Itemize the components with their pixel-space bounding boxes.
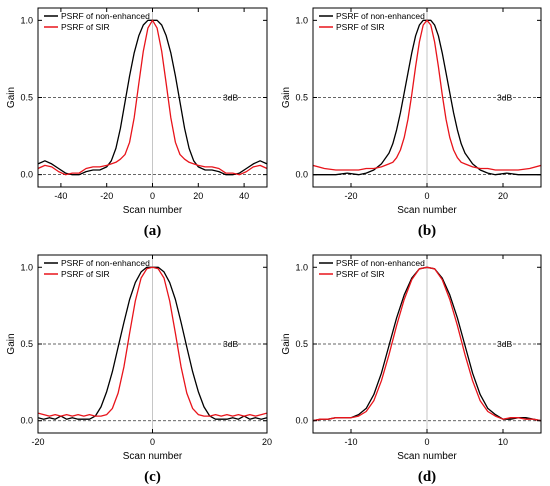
ref-3db-label: 3dB [223,339,238,349]
legend-label-non-enhanced: PSRF of non-enhanced [336,11,425,21]
legend-label-sir: PSRF of SIR [336,22,385,32]
y-tick-label: 1.0 [20,262,33,272]
ref-3db-label: 3dB [497,339,512,349]
ref-3db-label: 3dB [223,93,238,103]
panel-label: (c) [144,469,161,485]
x-axis-title: Scan number [123,205,183,216]
chart-panel-3: -20 0 20 0.0 0.5 1.0 Scan number Gain 3dB PSRF of… [6,254,272,485]
y-tick-label: 0.0 [295,416,308,426]
x-tick-label: 0 [150,437,155,447]
legend-label-sir: PSRF of SIR [61,22,110,32]
y-tick-label: 1.0 [20,15,33,25]
legend-label-sir: PSRF of SIR [336,269,385,279]
x-tick-label: -20 [344,191,357,201]
y-tick-label: 0.5 [295,93,308,103]
y-tick-label: 0.0 [20,170,33,180]
y-axis-title: Gain [281,333,292,354]
x-axis-title: Scan number [397,205,457,216]
y-axis-title: Gain [6,87,17,108]
y-tick-label: 1.0 [295,262,308,272]
legend-label-non-enhanced: PSRF of non-enhanced [61,258,150,268]
series-line-sir [313,266,541,422]
chart-panel-1: -40 -20 0 20 40 0.0 0.5 1.0 Scan number Gain 3dB PS… [6,7,268,239]
y-tick-label: 1.0 [295,15,308,25]
y-tick-label: 0.0 [20,416,33,426]
y-tick-label: 0.5 [20,93,33,103]
y-tick-label: 0.0 [295,170,308,180]
x-tick-label: -20 [100,191,113,201]
ref-3db-label: 3dB [497,93,512,103]
x-tick-label: -10 [344,437,357,447]
x-axis-title: Scan number [123,451,183,462]
x-tick-label: 0 [150,191,155,201]
panel-label: (a) [144,223,162,239]
chart-panel-2: -20 0 20 0.0 0.5 1.0 Scan number Gain 3dB PSRF of… [281,7,542,239]
y-axis-title: Gain [281,87,292,108]
x-tick-label: -20 [31,437,44,447]
y-tick-label: 0.5 [20,339,33,349]
x-tick-label: -40 [54,191,67,201]
x-tick-label: 0 [424,191,429,201]
legend-label-non-enhanced: PSRF of non-enhanced [336,258,425,268]
x-tick-label: 20 [262,437,272,447]
chart-panel-4: -10 0 10 0.0 0.5 1.0 Scan number Gain 3dB PSRF of… [281,254,542,485]
x-axis-title: Scan number [397,451,457,462]
panel-label: (b) [418,223,436,239]
x-tick-label: 40 [239,191,249,201]
x-tick-label: 20 [193,191,203,201]
legend-label-non-enhanced: PSRF of non-enhanced [61,11,150,21]
series-line-sir [38,19,267,176]
legend-label-sir: PSRF of SIR [61,269,110,279]
panel-label: (d) [418,469,436,485]
x-tick-label: 20 [498,191,508,201]
x-tick-label: 0 [424,437,429,447]
y-axis-title: Gain [6,333,17,354]
series-line-sir [313,19,541,171]
x-tick-label: 10 [498,437,508,447]
series-line-sir [38,266,267,417]
y-tick-label: 0.5 [295,339,308,349]
